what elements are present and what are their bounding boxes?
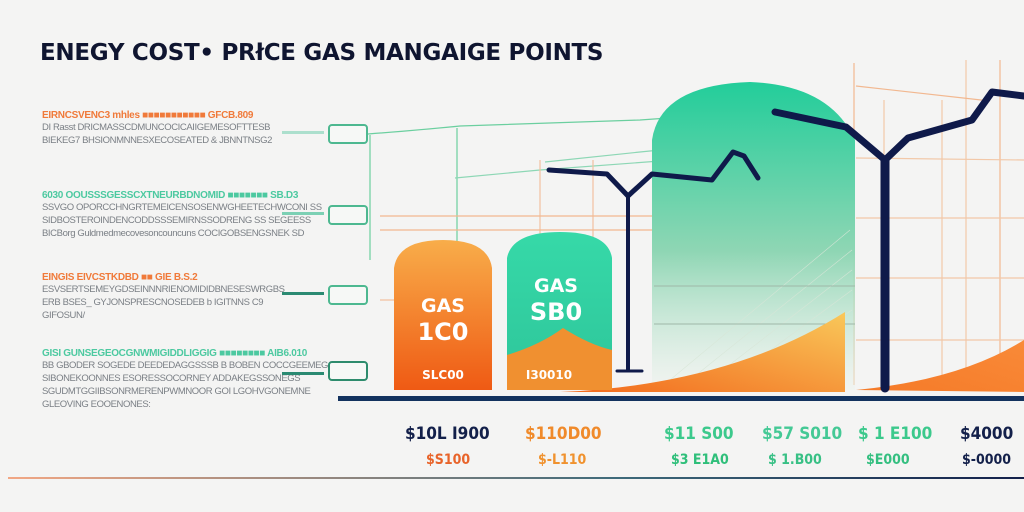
legend-node-box — [328, 285, 368, 305]
legend-line: BIEKEG7 BHSIONMNNESXECOSEATED & JBNNTNSG… — [42, 135, 272, 146]
price-sub-label: $ 1.B00 — [768, 452, 822, 468]
legend-line: GIFOSUN/ — [42, 310, 85, 321]
price-label: $11 S00 — [664, 424, 734, 444]
bar-label-top: GAS — [534, 275, 578, 297]
price-label: $57 S010 — [762, 424, 843, 444]
legend-node-box — [328, 205, 368, 225]
bar-label-top: GAS — [421, 295, 465, 317]
orange-area-right — [856, 340, 1024, 392]
legend-connector — [282, 372, 324, 375]
legend-line: ESVSERTSEMEYGDSEINNNRIENOMIDIDBNESESWRGB… — [42, 284, 285, 295]
price-label: $110D00 — [525, 424, 602, 444]
legend-line: ERB BSES_ GYJONSPRESCNOSEDEB b IGITNNS C… — [42, 297, 264, 308]
bar-label-value: SB0 — [529, 298, 583, 326]
legend-line: SIBONEKOONNES ESORESSOCORNEY ADDAKEGSSON… — [42, 373, 301, 384]
legend-heading: 6030 OOUSSSGESSCXTNEURBDNOMID ■■■■■■■ SB… — [42, 190, 299, 201]
legend-line: DI Rasst DRICMASSCDMUNCOCICAIIGEMESOFTTE… — [42, 122, 271, 133]
bottom-divider — [8, 477, 1024, 479]
legend-line: GLEOVING EOOENONES: — [42, 399, 151, 410]
price-label: $10L I900 — [405, 424, 490, 444]
legend-line: SGUDMTGGIIBSONRMERENPWMNOOR GOI LGOHVGON… — [42, 386, 311, 397]
chart-baseline — [338, 396, 1024, 401]
legend-line: SSVGO OPORCCHNGRTEMEICENSOSENWGHEETECHWC… — [42, 202, 322, 213]
legend-heading: EIRNCSVENC3 mhles ■■■■■■■■■■■ GFCB.809 — [42, 110, 254, 121]
orange-area — [560, 312, 845, 392]
legend-connector — [282, 212, 324, 215]
price-label: $4000 — [960, 424, 1014, 444]
price-sub-label: $S100 — [426, 452, 471, 468]
legend-line: BICBorg Guldmedmecovesoncouncuns COCIGOB… — [42, 228, 305, 239]
green-arch-area — [652, 82, 855, 390]
price-sub-label: $-L110 — [538, 452, 587, 468]
legend-entry-4: GISI GUNSEGEOCGNWMIGIDDLIGGIG ■■■■■■■■ A… — [42, 348, 329, 411]
bar-gas-orange — [394, 240, 492, 390]
legend-entry-2: 6030 OOUSSSGESSCXTNEURBDNOMID ■■■■■■■ SB… — [42, 190, 322, 240]
legend-line: SIDBOSTEROINDENCODDSSSEMIRNSSODRENG SS S… — [42, 215, 311, 226]
price-trend-line — [546, 88, 1024, 393]
price-label: $ 1 E100 — [858, 424, 933, 444]
legend-entry-1: EIRNCSVENC3 mhles ■■■■■■■■■■■ GFCB.809 D… — [42, 110, 282, 147]
price-sub-label: $3 E1A0 — [671, 452, 729, 468]
legend-connector — [282, 292, 324, 295]
price-sub-label: $E000 — [866, 452, 910, 468]
legend-node-box — [328, 361, 368, 381]
legend-heading: EINGIS EIVCSTKDBD ■■ GIE B.S.2 — [42, 272, 198, 283]
bar-label-value: 1C0 — [417, 318, 469, 346]
bar-label-bottom: I30010 — [525, 368, 573, 382]
legend-line: BB GBODER SOGEDE DEEDEDAGGSSSB B BOBEN C… — [42, 360, 329, 371]
legend-node-box — [328, 124, 368, 144]
legend-heading: GISI GUNSEGEOCGNWMIGIDDLIGGIG ■■■■■■■■ A… — [42, 348, 307, 359]
bar-label-bottom: SLC00 — [422, 368, 464, 382]
legend-entry-3: EINGIS EIVCSTKDBD ■■ GIE B.S.2 ESVSERTSE… — [42, 272, 285, 322]
price-sub-label: $-0000 — [962, 452, 1012, 468]
page-title: ENEGY COST• PRłCE GAS MANGAIGE POINTS — [40, 40, 604, 66]
legend-connector — [282, 131, 324, 134]
